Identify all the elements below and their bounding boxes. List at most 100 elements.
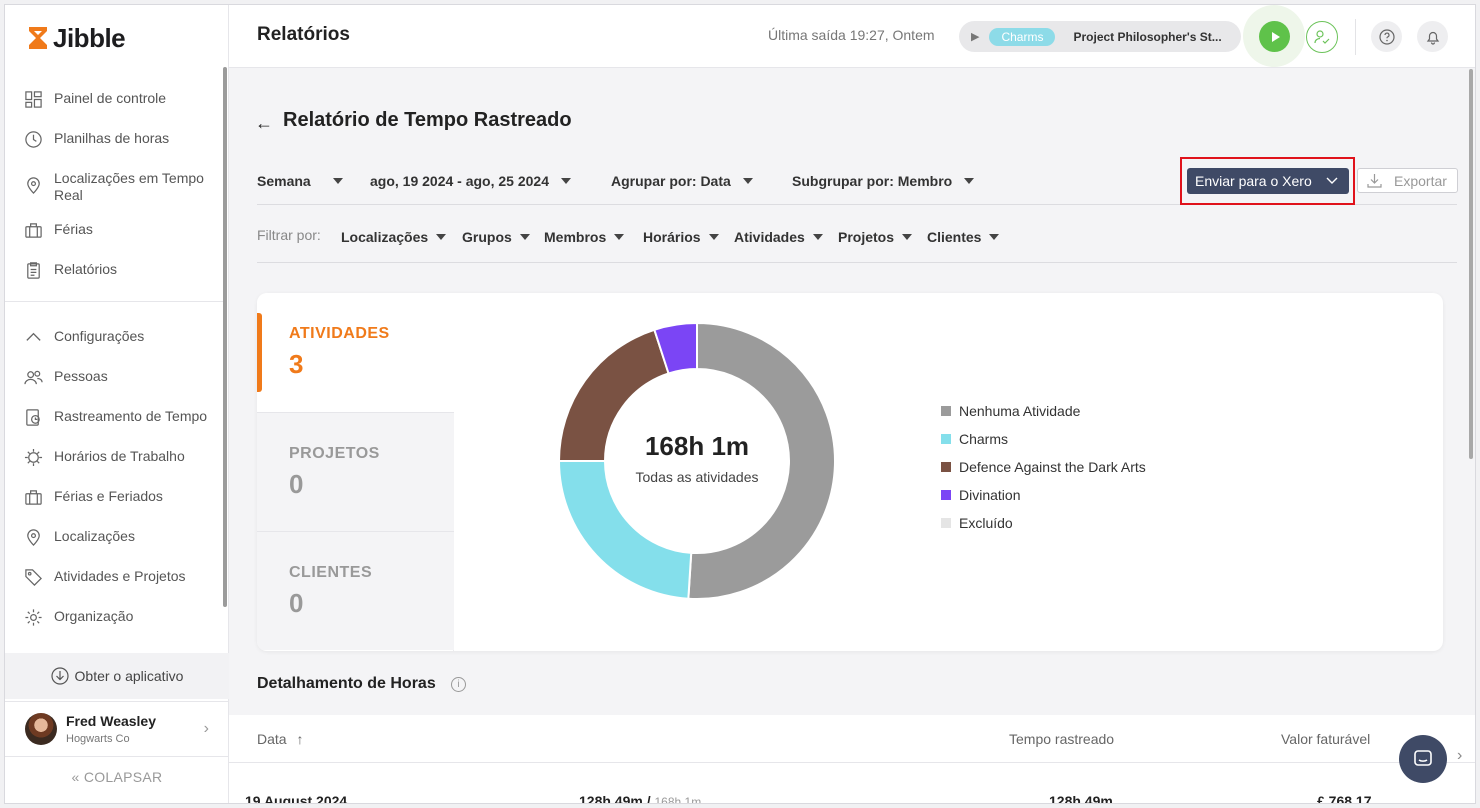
tab-clients[interactable]: CLIENTES 0 [257,531,454,650]
primary-nav: Painel de controle Planilhas de horas Lo… [5,89,229,300]
row-duration-value: 128h 49m / [579,793,651,804]
collapse-label: COLAPSAR [83,769,163,785]
export-button[interactable]: Exportar [1357,168,1458,193]
chat-widget-button[interactable] [1399,735,1447,783]
tab-count: 0 [289,469,304,499]
play-small-icon: ▶ [971,31,980,43]
filter-bar: Filtrar por: Localizações Grupos Membros… [257,225,1457,263]
people-icon [23,367,43,387]
chevron-right-icon[interactable]: › [1457,747,1463,764]
legend-label: Charms [959,431,1009,447]
column-header-tracked[interactable]: Tempo rastreado [1009,731,1115,747]
report-toolbar: Semana ago, 19 2024 - ago, 25 2024 Agrup… [257,167,1457,205]
sidebar-item-reports[interactable]: Relatórios [5,260,229,300]
legend-swatch [941,518,951,528]
filter-projects[interactable]: Projetos [838,229,913,245]
filter-clients[interactable]: Clientes [927,229,1000,245]
sidebar-item-label: Pessoas [54,368,108,384]
donut-total: 168h 1m [644,431,750,461]
sidebar-item-label: Atividades e Projetos [54,568,186,584]
sidebar-item-label: Painel de controle [54,90,167,106]
tab-label: ATIVIDADES [289,325,390,342]
user-org: Hogwarts Co [66,733,130,745]
sidebar-item-live-locations[interactable]: Localizações em Tempo Real [5,169,229,220]
filter-label-text: Clientes [927,229,982,245]
filter-schedules[interactable]: Horários [643,229,719,245]
play-icon [1271,31,1280,42]
sidebar-item-people[interactable]: Pessoas [5,367,229,407]
person-check-icon [1314,30,1330,44]
sidebar-item-locations[interactable]: Localizações [5,527,229,567]
info-icon[interactable]: i [451,677,466,692]
time-tracking-icon [23,407,43,427]
start-timer-button[interactable] [1259,21,1290,52]
send-to-xero-button[interactable]: Enviar para o Xero [1187,168,1349,194]
tab-count: 0 [289,588,304,618]
filter-label: Filtrar por: [257,227,321,243]
active-tab-indicator [257,313,262,392]
caret-down-icon [332,178,343,184]
caret-down-icon [436,234,447,240]
period-select[interactable]: Semana [257,173,343,189]
tab-activities[interactable]: ATIVIDADES 3 [257,293,454,412]
sidebar-item-vacation[interactable]: Férias [5,220,229,260]
legend-item[interactable]: Excluído [941,509,1146,537]
main-scrollbar[interactable] [1469,69,1473,459]
app-window: Jibble Painel de controle Planilhas de h… [4,4,1476,804]
filter-locations[interactable]: Localizações [341,229,447,245]
tab-projects[interactable]: PROJETOS 0 [257,412,454,531]
active-timer-pill[interactable]: ▶ Charms Project Philosopher's St... [959,21,1241,52]
help-button[interactable] [1371,21,1402,52]
back-arrow-icon[interactable]: ← [255,113,273,133]
filter-members[interactable]: Membros [544,229,625,245]
sidebar-item-timesheets[interactable]: Planilhas de horas [5,129,229,169]
holiday-suitcase-icon [23,487,43,507]
group-by-select[interactable]: Agrupar por: Data [611,173,753,189]
sidebar-item-settings[interactable]: Configurações [5,327,229,367]
sidebar-item-work-schedules[interactable]: Horários de Trabalho [5,447,229,487]
date-range-select[interactable]: ago, 19 2024 - ago, 25 2024 [370,173,571,189]
filter-groups[interactable]: Grupos [462,229,530,245]
legend-item[interactable]: Divination [941,481,1146,509]
donut-slice-nenhuma-atividade[interactable] [687,321,836,600]
sidebar-divider [5,301,225,302]
row-duration: 128h 49m / 168h 1m [579,793,701,804]
sidebar-scrollbar[interactable] [223,67,227,607]
notifications-button[interactable] [1417,21,1448,52]
caret-down-icon [614,234,625,240]
sidebar-item-dashboard[interactable]: Painel de controle [5,89,229,129]
sidebar-item-holidays[interactable]: Férias e Feriados [5,487,229,527]
column-header-date[interactable]: Data ↑ [257,731,303,747]
subgroup-by-value: Subgrupar por: Membro [792,173,953,189]
highlight-box [1180,157,1355,205]
filter-label-text: Grupos [462,229,512,245]
tag-icon [23,567,43,587]
sidebar-item-label: Localizações [54,528,135,544]
filter-activities[interactable]: Atividades [734,229,823,245]
jibble-logo[interactable]: Jibble [27,21,126,55]
collapse-sidebar-button[interactable]: « COLAPSAR [5,769,229,785]
top-header: Relatórios Última saída 19:27, Ontem ▶ C… [229,5,1475,68]
page-title: Relatórios [257,24,350,45]
clock-in-out-button[interactable] [1306,21,1338,53]
legend-item[interactable]: Charms [941,425,1146,453]
column-header-billable[interactable]: Valor faturável [1281,731,1371,747]
user-profile[interactable]: Fred Weasley Hogwarts Co › [5,701,229,757]
work-schedule-icon [23,447,43,467]
sidebar-item-activities-projects[interactable]: Atividades e Projetos [5,567,229,607]
caret-down-icon [708,234,719,240]
sidebar-item-time-tracking[interactable]: Rastreamento de Tempo [5,407,229,447]
get-app-button[interactable]: Obter o aplicativo [5,653,229,699]
donut-slice-divination[interactable] [653,321,698,375]
sidebar-item-label: Férias e Feriados [54,488,163,504]
user-name: Fred Weasley [66,713,157,729]
sidebar-item-label: Localizações em Tempo Real [54,170,204,203]
breakdown-title: Detalhamento de Horas [257,675,436,692]
sidebar-item-organization[interactable]: Organização [5,607,229,647]
caret-down-icon [561,178,571,184]
legend-item[interactable]: Defence Against the Dark Arts [941,453,1146,481]
legend-item[interactable]: Nenhuma Atividade [941,397,1146,425]
date-range-value: ago, 19 2024 - ago, 25 2024 [370,173,549,189]
subgroup-by-select[interactable]: Subgrupar por: Membro [792,173,975,189]
summary-card: ATIVIDADES 3 PROJETOS 0 CLIENTES 0 168h … [257,293,1443,651]
